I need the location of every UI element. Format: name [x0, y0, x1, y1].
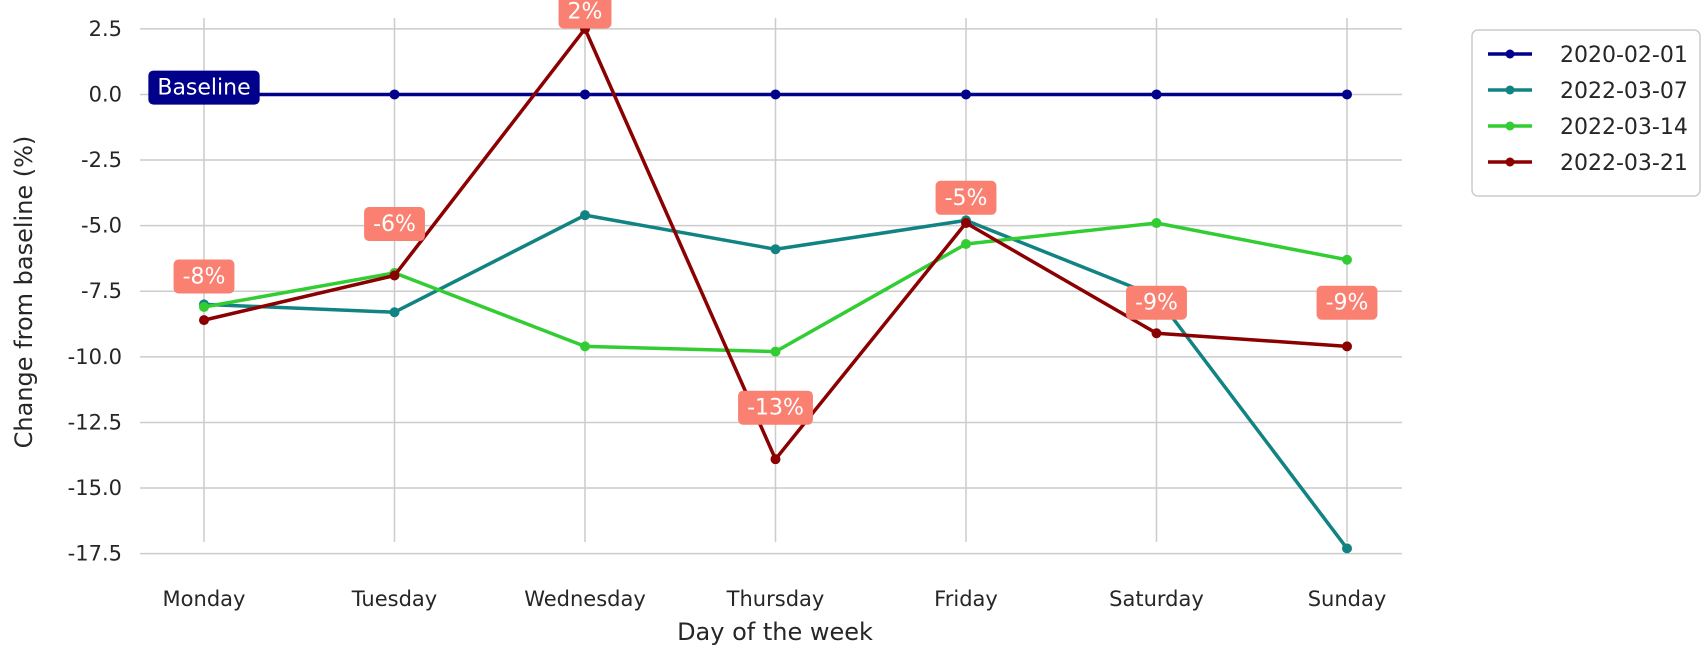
x-tick-label: Monday [163, 587, 246, 611]
x-tick-label: Friday [934, 587, 998, 611]
y-tick-label: -7.5 [81, 279, 122, 303]
annotation-box [364, 207, 425, 242]
series-2022-03-21 [199, 23, 1352, 465]
data-point [961, 239, 971, 250]
x-axis-ticks: Monday Tuesday Wednesday Thursday Friday Satu… [163, 587, 1387, 611]
data-point [770, 89, 781, 100]
data-point [1342, 341, 1352, 352]
annotation-text: -6% [373, 212, 416, 237]
legend-label: 2020-02-01 [1560, 43, 1688, 68]
legend-label: 2022-03-21 [1560, 151, 1688, 176]
annotation-text: -5% [945, 186, 988, 211]
annotations: Baseline -8% -6% 2% -13% -5% -9% -9% [148, 0, 1378, 425]
legend: 2020-02-01 2022-03-07 2022-03-14 2022-03-21 [1471, 29, 1701, 197]
annotation-label: -8% [173, 259, 235, 294]
y-tick-label: -17.5 [68, 542, 122, 566]
data-point [199, 315, 209, 326]
annotation-text: -9% [1326, 291, 1369, 316]
legend-marker [1505, 157, 1515, 167]
annotation-label: 2% [558, 0, 612, 29]
legend-marker [1505, 49, 1515, 59]
annotation-label: -9% [1126, 285, 1187, 320]
legend-label: 2022-03-14 [1560, 115, 1688, 140]
series-2020-02-01 [199, 89, 1352, 100]
legend-frame [1471, 29, 1701, 197]
data-point [961, 89, 971, 100]
annotation-box [558, 0, 612, 29]
legend-item: 2022-03-14 [1488, 115, 1688, 140]
annotation-text: 2% [568, 0, 603, 24]
data-point [1151, 218, 1162, 229]
y-axis-label: Change from baseline (%) [10, 136, 38, 449]
annotation-box [148, 70, 260, 105]
x-tick-label: Wednesday [524, 587, 646, 611]
legend-marker [1505, 121, 1515, 131]
annotation-label: -6% [364, 207, 425, 242]
y-tick-label: -2.5 [81, 148, 122, 172]
data-point [1342, 543, 1352, 554]
annotation-box [173, 259, 235, 294]
annotation-label: -13% [738, 390, 813, 425]
x-tick-label: Thursday [726, 587, 825, 611]
y-tick-label: 2.5 [89, 17, 122, 41]
data-point [389, 270, 400, 281]
annotation-label: -5% [935, 180, 997, 215]
annotation-text: -9% [1135, 291, 1178, 316]
data-point [770, 454, 781, 465]
legend-item: 2022-03-21 [1488, 151, 1688, 176]
y-tick-label: -10.0 [68, 345, 122, 369]
annotation-text: -13% [747, 396, 804, 421]
x-tick-label: Saturday [1109, 587, 1204, 611]
data-point [580, 89, 590, 100]
data-point [389, 89, 400, 100]
y-axis-ticks: 2.5 0.0 -2.5 -5.0 -7.5 -10.0 -12.5 -15.0 -17.5 [68, 17, 122, 566]
data-point [199, 301, 209, 312]
data-point [1342, 89, 1352, 100]
data-point [389, 307, 400, 318]
data-point [1151, 328, 1162, 339]
annotation-box [935, 180, 997, 215]
data-point [770, 346, 781, 357]
data-point [961, 218, 971, 229]
x-axis-label: Day of the week [677, 618, 873, 646]
data-point [580, 341, 590, 352]
x-tick-label: Sunday [1308, 587, 1387, 611]
data-point [1342, 254, 1352, 265]
annotation-box [738, 390, 813, 425]
annotation-box [1126, 285, 1187, 320]
legend-item: 2020-02-01 [1488, 43, 1688, 68]
data-point [1151, 89, 1162, 100]
legend-marker [1505, 85, 1515, 95]
annotation-text: -8% [183, 265, 226, 290]
legend-item: 2022-03-07 [1488, 79, 1688, 104]
y-tick-label: 0.0 [89, 82, 122, 106]
annotation-text: Baseline [157, 76, 250, 101]
y-tick-label: -12.5 [68, 410, 122, 434]
annotation-label: -9% [1316, 285, 1378, 320]
y-tick-label: -15.0 [68, 476, 122, 500]
grid [140, 18, 1402, 555]
y-tick-label: -5.0 [81, 214, 122, 238]
x-tick-label: Tuesday [351, 587, 437, 611]
data-point [580, 210, 590, 221]
legend-label: 2022-03-07 [1560, 79, 1688, 104]
annotation-label: Baseline [148, 70, 260, 105]
annotation-box [1316, 285, 1378, 320]
data-point [770, 244, 781, 255]
